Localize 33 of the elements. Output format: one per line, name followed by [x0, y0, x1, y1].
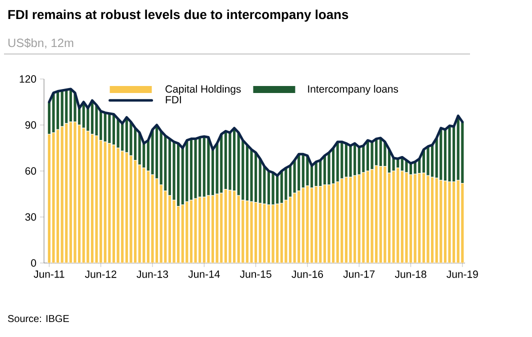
legend-label: FDI: [166, 96, 181, 104]
bar: [348, 145, 352, 178]
bar: [206, 137, 210, 196]
bar: [426, 146, 430, 176]
source-note: Source: IBGE: [8, 315, 69, 322]
x-tick-label: Jun-17: [343, 270, 375, 278]
bar: [284, 168, 288, 200]
x-tick-label: Jun-11: [34, 270, 64, 278]
bar: [370, 142, 374, 170]
y-tick-label: 90: [25, 121, 36, 129]
bar: [194, 138, 198, 199]
x-tick-label: Jun-13: [136, 270, 168, 278]
bar: [448, 126, 452, 182]
x-tick-label: Jun-16: [292, 270, 323, 278]
bar: [314, 162, 318, 187]
legend-label: Intercompany loans: [308, 85, 398, 95]
y-tick-label: 0: [31, 259, 36, 267]
legend-label: Capital Holdings: [166, 85, 241, 95]
bar: [443, 129, 448, 182]
y-tick-label: 120: [20, 75, 36, 83]
bar: [189, 138, 194, 200]
chart-subtitle: US$bn, 12m: [8, 38, 74, 49]
chart-title: FDI remains at robust levels due to intercompany loans: [8, 10, 348, 22]
bar: [232, 128, 236, 192]
bar: [168, 138, 172, 196]
y-tick-label: 30: [25, 213, 36, 221]
x-tick-label: Jun-15: [240, 270, 272, 278]
x-tick-label: Jun-18: [394, 270, 426, 278]
x-tick-label: Jun-12: [84, 270, 116, 278]
y-tick-label: 60: [25, 167, 36, 175]
x-tick-label: Jun-14: [188, 270, 220, 278]
bar: [271, 172, 275, 205]
x-tick-label: Jun-19: [446, 270, 478, 278]
